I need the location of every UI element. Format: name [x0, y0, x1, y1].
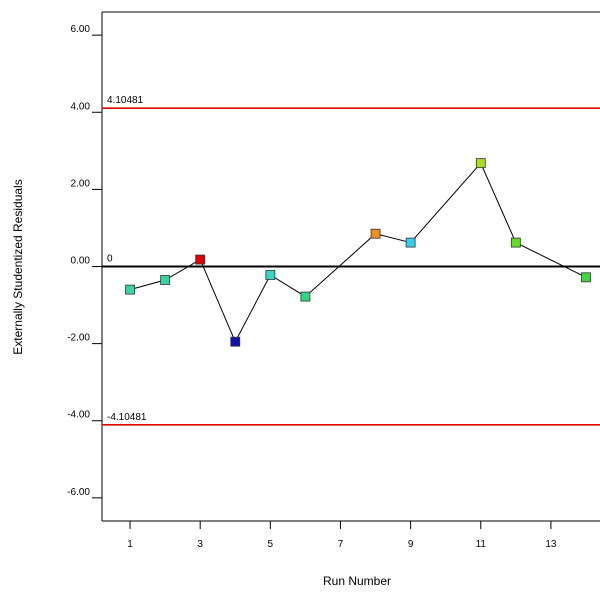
y-tick-label-5: -4.00: [67, 410, 90, 421]
x-tick-label-3: 7: [338, 539, 344, 550]
data-point-6: [300, 291, 311, 302]
y-axis-title: Externally Studentized Residuals: [11, 179, 25, 354]
data-point-9: [475, 158, 486, 169]
y-tick-label-1: 4.00: [71, 101, 91, 112]
reference-lines: 4.10481 0 -4.10481: [102, 95, 600, 426]
data-point-5: [265, 270, 276, 280]
x-tick-label-6: 13: [545, 539, 557, 550]
y-tick-label-6: -6.00: [67, 487, 90, 498]
y-tick-label-4: -2.00: [67, 333, 90, 344]
x-tick-label-5: 11: [476, 539, 487, 550]
data-point-11: [581, 272, 591, 283]
y-tick-label-2: 2.00: [71, 178, 91, 189]
data-point-1: [125, 284, 135, 295]
reference-label-1: 0: [107, 254, 113, 265]
y-tick-label-3: 0.00: [71, 256, 91, 267]
y-tick-label-0: 6.00: [71, 24, 91, 35]
data-point-4: [230, 336, 241, 347]
y-axis: 6.00 4.00 2.00 0.00 -2.00 -4.00 -6.00: [67, 24, 102, 499]
reference-label-2: -4.10481: [107, 412, 147, 423]
x-tick-label-1: 3: [197, 539, 203, 550]
data-point-10: [510, 237, 521, 248]
reference-label-0: 4.10481: [107, 95, 144, 106]
data-point-2: [160, 275, 171, 285]
x-tick-label-2: 5: [268, 539, 274, 550]
data-point-3: [195, 254, 206, 265]
x-axis-title: Run Number: [323, 574, 391, 588]
x-axis: 1 3 5 7 9 11 13: [127, 521, 557, 550]
data-point-8: [405, 237, 416, 248]
x-tick-label-0: 1: [127, 539, 133, 550]
x-tick-label-4: 9: [408, 539, 414, 550]
series-line-0: [129, 162, 587, 343]
data-series: [125, 158, 591, 347]
data-point-7: [370, 228, 381, 239]
